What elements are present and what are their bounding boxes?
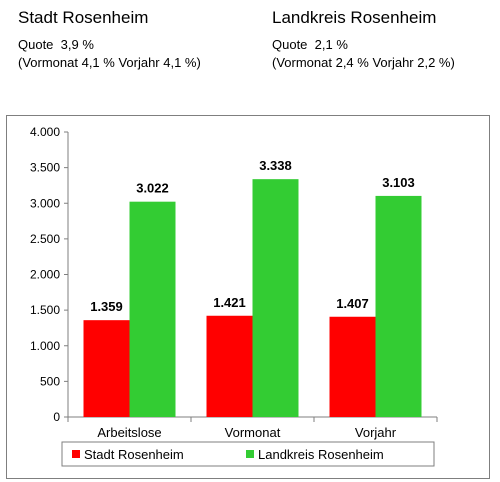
y-tick-label: 3.500 xyxy=(30,161,60,175)
y-tick-label: 2.000 xyxy=(30,268,60,282)
bar xyxy=(206,315,253,417)
y-tick-label: 1.500 xyxy=(30,303,60,317)
bar-value-label: 3.022 xyxy=(136,181,169,196)
x-category-label: Vorjahr xyxy=(355,425,397,440)
landkreis-compare: (Vormonat 2,4 % Vorjahr 2,2 %) xyxy=(272,55,455,70)
x-category-label: Arbeitslose xyxy=(97,425,161,440)
bar-value-label: 1.421 xyxy=(213,295,246,310)
bar-value-label: 1.407 xyxy=(336,296,369,311)
bar-value-label: 1.359 xyxy=(90,299,123,314)
legend-label: Stadt Rosenheim xyxy=(84,447,184,462)
y-tick-label: 500 xyxy=(40,374,60,388)
legend-box xyxy=(61,441,435,467)
legend-label: Landkreis Rosenheim xyxy=(258,447,384,462)
y-tick-label: 0 xyxy=(53,410,60,424)
x-category-label: Vormonat xyxy=(225,425,281,440)
bar xyxy=(129,201,176,417)
legend-swatch xyxy=(72,450,80,458)
header-right: Landkreis Rosenheim Quote 2,1 % (Vormona… xyxy=(272,8,455,72)
landkreis-quote: Quote 2,1 % xyxy=(272,37,348,52)
header-left: Stadt Rosenheim Quote 3,9 % (Vormonat 4,… xyxy=(18,8,201,72)
bar xyxy=(375,195,422,417)
bar xyxy=(252,179,299,417)
bar-value-label: 3.103 xyxy=(382,175,415,190)
y-tick-label: 2.500 xyxy=(30,232,60,246)
y-tick-label: 3.000 xyxy=(30,196,60,210)
stadt-title: Stadt Rosenheim xyxy=(18,8,149,27)
y-tick-label: 1.000 xyxy=(30,339,60,353)
bar-value-label: 3.338 xyxy=(259,158,292,173)
bar xyxy=(329,316,376,417)
stadt-quote: Quote 3,9 % xyxy=(18,37,94,52)
bar xyxy=(83,320,130,417)
y-tick-label: 4.000 xyxy=(30,125,60,139)
landkreis-title: Landkreis Rosenheim xyxy=(272,8,437,27)
stadt-compare: (Vormonat 4,1 % Vorjahr 4,1 %) xyxy=(18,55,201,70)
legend-swatch xyxy=(246,450,254,458)
